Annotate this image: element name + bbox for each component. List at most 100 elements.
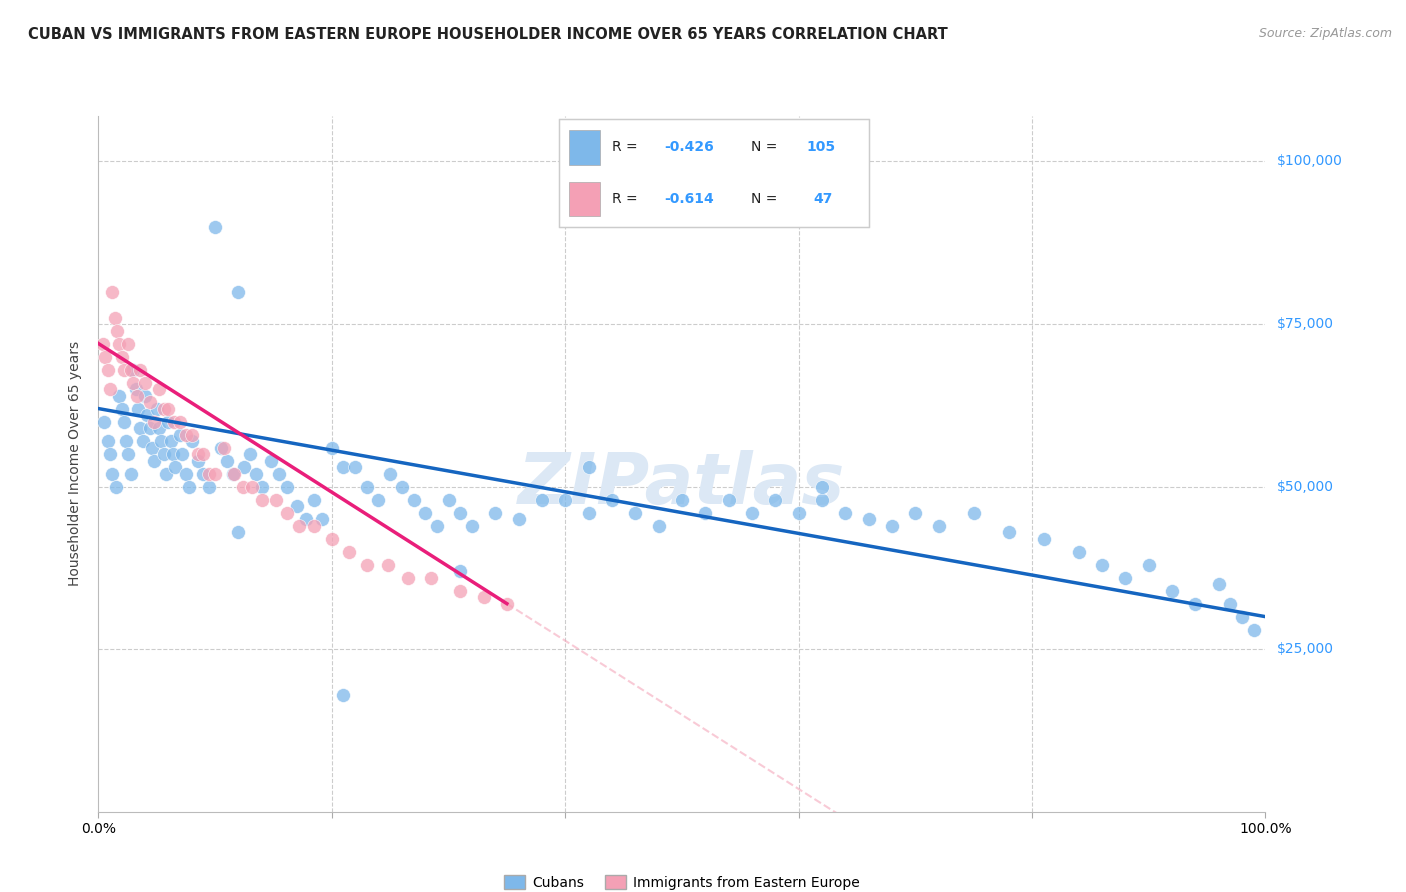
Point xyxy=(232,480,254,494)
Point xyxy=(834,506,856,520)
Point xyxy=(449,506,471,520)
Point xyxy=(215,453,238,467)
Point xyxy=(578,460,600,475)
Point xyxy=(1114,571,1136,585)
Text: $50,000: $50,000 xyxy=(1277,480,1333,493)
Point xyxy=(367,492,389,507)
Y-axis label: Householder Income Over 65 years: Householder Income Over 65 years xyxy=(69,342,83,586)
Point xyxy=(120,362,142,376)
Point xyxy=(101,467,124,481)
Point xyxy=(311,512,333,526)
Point xyxy=(295,512,318,526)
Point xyxy=(204,467,226,481)
Point xyxy=(304,518,326,533)
Point xyxy=(1067,544,1090,558)
Point xyxy=(321,441,343,455)
Point xyxy=(260,453,283,467)
Point xyxy=(104,480,127,494)
Point xyxy=(163,415,186,429)
Point xyxy=(717,492,740,507)
Point xyxy=(112,362,135,376)
Point xyxy=(647,518,669,533)
Point xyxy=(105,324,128,338)
Point xyxy=(108,336,131,351)
Point xyxy=(98,382,121,396)
Point xyxy=(962,506,984,520)
Point xyxy=(143,453,166,467)
Point xyxy=(94,350,117,364)
Legend: Cubans, Immigrants from Eastern Europe: Cubans, Immigrants from Eastern Europe xyxy=(499,870,865,892)
Point xyxy=(98,447,121,461)
Point xyxy=(174,467,197,481)
Point xyxy=(111,350,134,364)
Point xyxy=(288,518,311,533)
Point xyxy=(763,492,786,507)
Point xyxy=(449,564,471,578)
Point xyxy=(233,460,256,475)
Point xyxy=(285,499,308,513)
Point xyxy=(228,525,250,540)
Point xyxy=(396,571,419,585)
Point xyxy=(222,467,245,481)
Point xyxy=(143,415,166,429)
Point xyxy=(125,388,148,402)
Point xyxy=(461,518,484,533)
Point xyxy=(148,382,170,396)
Point xyxy=(276,506,298,520)
Point xyxy=(221,467,243,481)
Point xyxy=(122,362,145,376)
Point xyxy=(245,467,267,481)
Point xyxy=(269,467,291,481)
Point xyxy=(1219,597,1241,611)
Point xyxy=(187,447,209,461)
Point xyxy=(152,447,174,461)
Point xyxy=(139,395,162,409)
Point xyxy=(1032,532,1054,546)
Point xyxy=(437,492,460,507)
Point xyxy=(276,480,298,494)
Point xyxy=(420,571,443,585)
Text: Source: ZipAtlas.com: Source: ZipAtlas.com xyxy=(1258,27,1392,40)
Point xyxy=(578,506,600,520)
Point xyxy=(1137,558,1160,572)
Point xyxy=(600,492,623,507)
Point xyxy=(122,376,145,390)
Point xyxy=(129,421,152,435)
Point xyxy=(125,382,148,396)
Point xyxy=(108,388,131,402)
Point xyxy=(180,434,202,448)
Point xyxy=(174,427,197,442)
Point xyxy=(356,480,378,494)
Point xyxy=(93,415,115,429)
Text: $75,000: $75,000 xyxy=(1277,317,1333,331)
Point xyxy=(508,512,530,526)
Point xyxy=(472,590,495,604)
Point xyxy=(1091,558,1114,572)
Point xyxy=(198,467,221,481)
Point xyxy=(332,460,354,475)
Point xyxy=(624,506,647,520)
Point xyxy=(332,688,354,702)
Point xyxy=(787,506,810,520)
Point xyxy=(134,376,156,390)
Point xyxy=(214,441,236,455)
Point xyxy=(671,492,693,507)
Point xyxy=(484,506,506,520)
Point xyxy=(159,434,181,448)
Point xyxy=(91,336,114,351)
Point xyxy=(115,434,138,448)
Point xyxy=(97,434,120,448)
Point xyxy=(193,447,215,461)
Point xyxy=(242,480,264,494)
Point xyxy=(997,525,1019,540)
Point xyxy=(811,480,834,494)
Point xyxy=(132,434,155,448)
Point xyxy=(1161,583,1184,598)
Point xyxy=(112,415,135,429)
Point xyxy=(426,518,449,533)
Point xyxy=(141,441,163,455)
Point xyxy=(209,441,232,455)
Point xyxy=(179,480,201,494)
Text: $25,000: $25,000 xyxy=(1277,642,1333,657)
Point xyxy=(264,492,287,507)
